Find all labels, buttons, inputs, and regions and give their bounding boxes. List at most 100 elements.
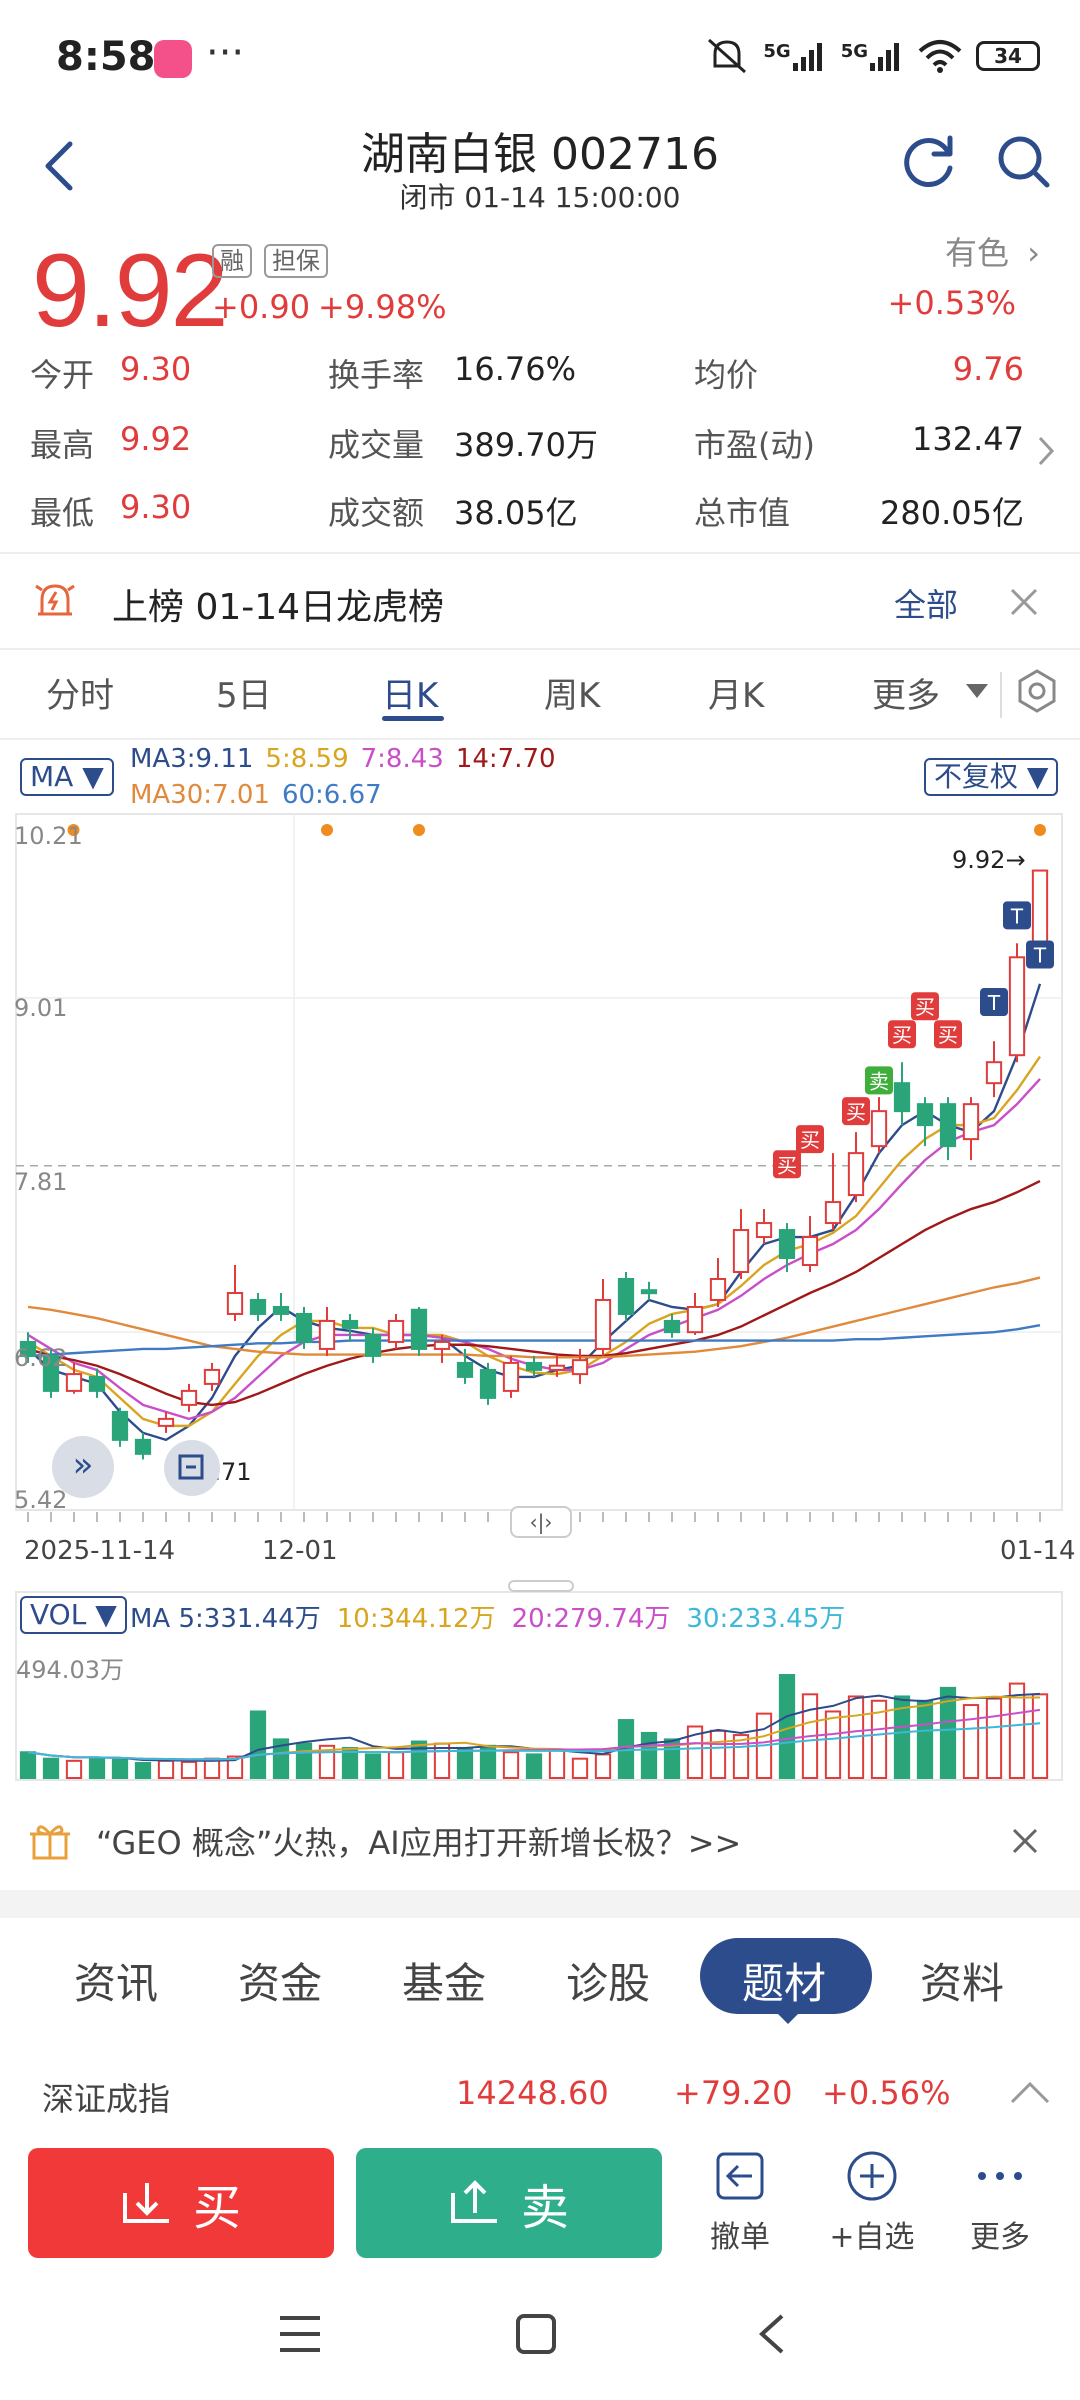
tab-5day[interactable]: 5日 — [216, 676, 272, 716]
magnifier-button[interactable] — [164, 1440, 220, 1496]
volume-bar — [456, 1746, 474, 1779]
tab-profile[interactable]: 资料 — [920, 1959, 1005, 2008]
volume-bar — [19, 1751, 37, 1779]
event-dot — [1034, 824, 1046, 836]
candle-body — [387, 1319, 405, 1343]
tab-fund[interactable]: 基金 — [402, 1959, 487, 2008]
candle-body — [479, 1368, 497, 1399]
alarm-icon — [35, 584, 75, 616]
pane-resize-handle[interactable] — [508, 1580, 574, 1592]
volume-bar — [364, 1753, 382, 1779]
banner-close-icon[interactable] — [1012, 1828, 1038, 1854]
sell-button[interactable]: 卖 — [356, 2148, 662, 2258]
candle-body — [502, 1361, 520, 1392]
back-icon[interactable] — [40, 138, 80, 194]
buy-signal-bg — [796, 1125, 824, 1154]
dragon-tiger-text[interactable]: 上榜 01-14日龙虎榜 — [112, 587, 445, 628]
dragon-tiger-all-link[interactable]: 全部 — [894, 586, 959, 624]
candle-body — [732, 1229, 750, 1274]
stats-chevron-right-icon[interactable] — [1036, 434, 1056, 468]
ma-legend-a-1: 5:8.59 — [265, 744, 349, 774]
volume-bar — [387, 1751, 405, 1779]
volume-selector[interactable]: VOL ▼ — [20, 1596, 127, 1634]
chart-frame — [15, 813, 1063, 1511]
chevron-up-icon[interactable] — [1010, 2080, 1050, 2104]
add-watchlist-button[interactable]: +自选 — [812, 2148, 932, 2256]
stat-label-7: 成交额 — [328, 494, 425, 532]
candle-body — [824, 1201, 842, 1225]
home-icon[interactable] — [514, 2312, 558, 2356]
volume-bar — [870, 1699, 888, 1779]
tab-news[interactable]: 资讯 — [74, 1959, 159, 2008]
sector-link[interactable]: 有色 › — [945, 228, 1040, 274]
candle-body — [295, 1312, 313, 1343]
candle-body — [939, 1103, 957, 1148]
plus-circle-icon — [847, 2151, 897, 2201]
news-banner-text[interactable]: “GEO 概念”火热，AI应用打开新增长极？>> — [96, 1824, 742, 1862]
candle-body — [548, 1364, 566, 1371]
tab-weekly-k[interactable]: 周K — [544, 676, 601, 716]
tab-daily-k[interactable]: 日K — [382, 676, 439, 716]
news-banner[interactable] — [0, 1796, 1080, 1888]
tab-diagnosis[interactable]: 诊股 — [566, 1959, 651, 2008]
t-signal-bg — [1003, 901, 1031, 930]
system-nav-bar — [0, 2280, 1080, 2400]
candle-body — [571, 1359, 589, 1376]
sector-change-pct: +0.53% — [887, 284, 1016, 322]
buy-signal: 买 — [846, 1100, 866, 1124]
nav-back-icon[interactable] — [756, 2312, 786, 2356]
candle-body — [709, 1277, 727, 1301]
vol-ma-legend-2: 20:279.74万 — [511, 1604, 671, 1634]
volume-bar — [502, 1751, 520, 1779]
volume-bar — [111, 1758, 129, 1779]
index-ticker[interactable]: 深证成指 14248.60 +79.20 +0.56% — [0, 2056, 1080, 2136]
candle-body — [778, 1229, 796, 1260]
event-dot — [413, 824, 425, 836]
vol-ma-legend-1: 10:344.12万 — [336, 1604, 496, 1634]
settings-gear-icon[interactable] — [1014, 668, 1060, 714]
stat-value-1: 16.76% — [454, 350, 577, 388]
more-button[interactable]: 更多 — [940, 2148, 1060, 2256]
divider — [0, 552, 1080, 554]
volume-bar — [157, 1759, 175, 1780]
menu-icon[interactable] — [278, 2314, 322, 2354]
tab-more[interactable]: 更多 — [872, 676, 940, 716]
cancel-order-button[interactable]: 撤单 — [680, 2148, 800, 2256]
volume-bar — [525, 1753, 543, 1779]
status-bar: 8:58 ··· 5G 5G 34 — [0, 0, 1080, 120]
candle-body — [962, 1103, 980, 1141]
ma-legend-a-3: 14:7.70 — [455, 744, 556, 774]
refresh-icon[interactable] — [900, 132, 958, 190]
network-5g-1: 5G — [763, 41, 826, 71]
candle-body — [226, 1291, 244, 1315]
adjust-selector[interactable]: 不复权 ▼ — [924, 758, 1059, 796]
volume-bar — [571, 1757, 589, 1780]
index-name: 深证成指 — [42, 2080, 171, 2118]
tab-funds-flow[interactable]: 资金 — [238, 1959, 323, 2008]
active-tab-indicator — [382, 716, 444, 721]
active-tab-pointer — [774, 2010, 802, 2024]
tab-intraday[interactable]: 分时 — [46, 676, 114, 716]
tab-monthly-k[interactable]: 月K — [708, 676, 765, 716]
search-icon[interactable] — [994, 132, 1052, 190]
expand-chart-button[interactable]: » — [52, 1436, 114, 1498]
buy-signal: 买 — [915, 995, 935, 1019]
volume-bar — [1031, 1693, 1049, 1780]
candle-body — [985, 1061, 1003, 1085]
more-dots-icon — [978, 2172, 1022, 2180]
candle-body — [88, 1375, 106, 1392]
tab-separator — [1000, 672, 1002, 718]
candle-body — [134, 1438, 152, 1455]
candle-body — [640, 1289, 658, 1295]
chart-drag-handle[interactable]: ‹|› — [510, 1506, 572, 1538]
buy-button[interactable]: 买 — [28, 2148, 334, 2258]
candle-body — [180, 1389, 198, 1406]
tab-theme[interactable]: 题材 — [742, 1959, 827, 2008]
volume-bar — [134, 1761, 152, 1780]
close-icon[interactable] — [1010, 588, 1038, 616]
active-tab-bg — [700, 1938, 872, 2014]
market-status: 闭市 01-14 15:00:00 — [399, 181, 681, 214]
ma-selector[interactable]: MA ▼ — [20, 758, 114, 796]
buy-signal-bg — [911, 992, 939, 1021]
